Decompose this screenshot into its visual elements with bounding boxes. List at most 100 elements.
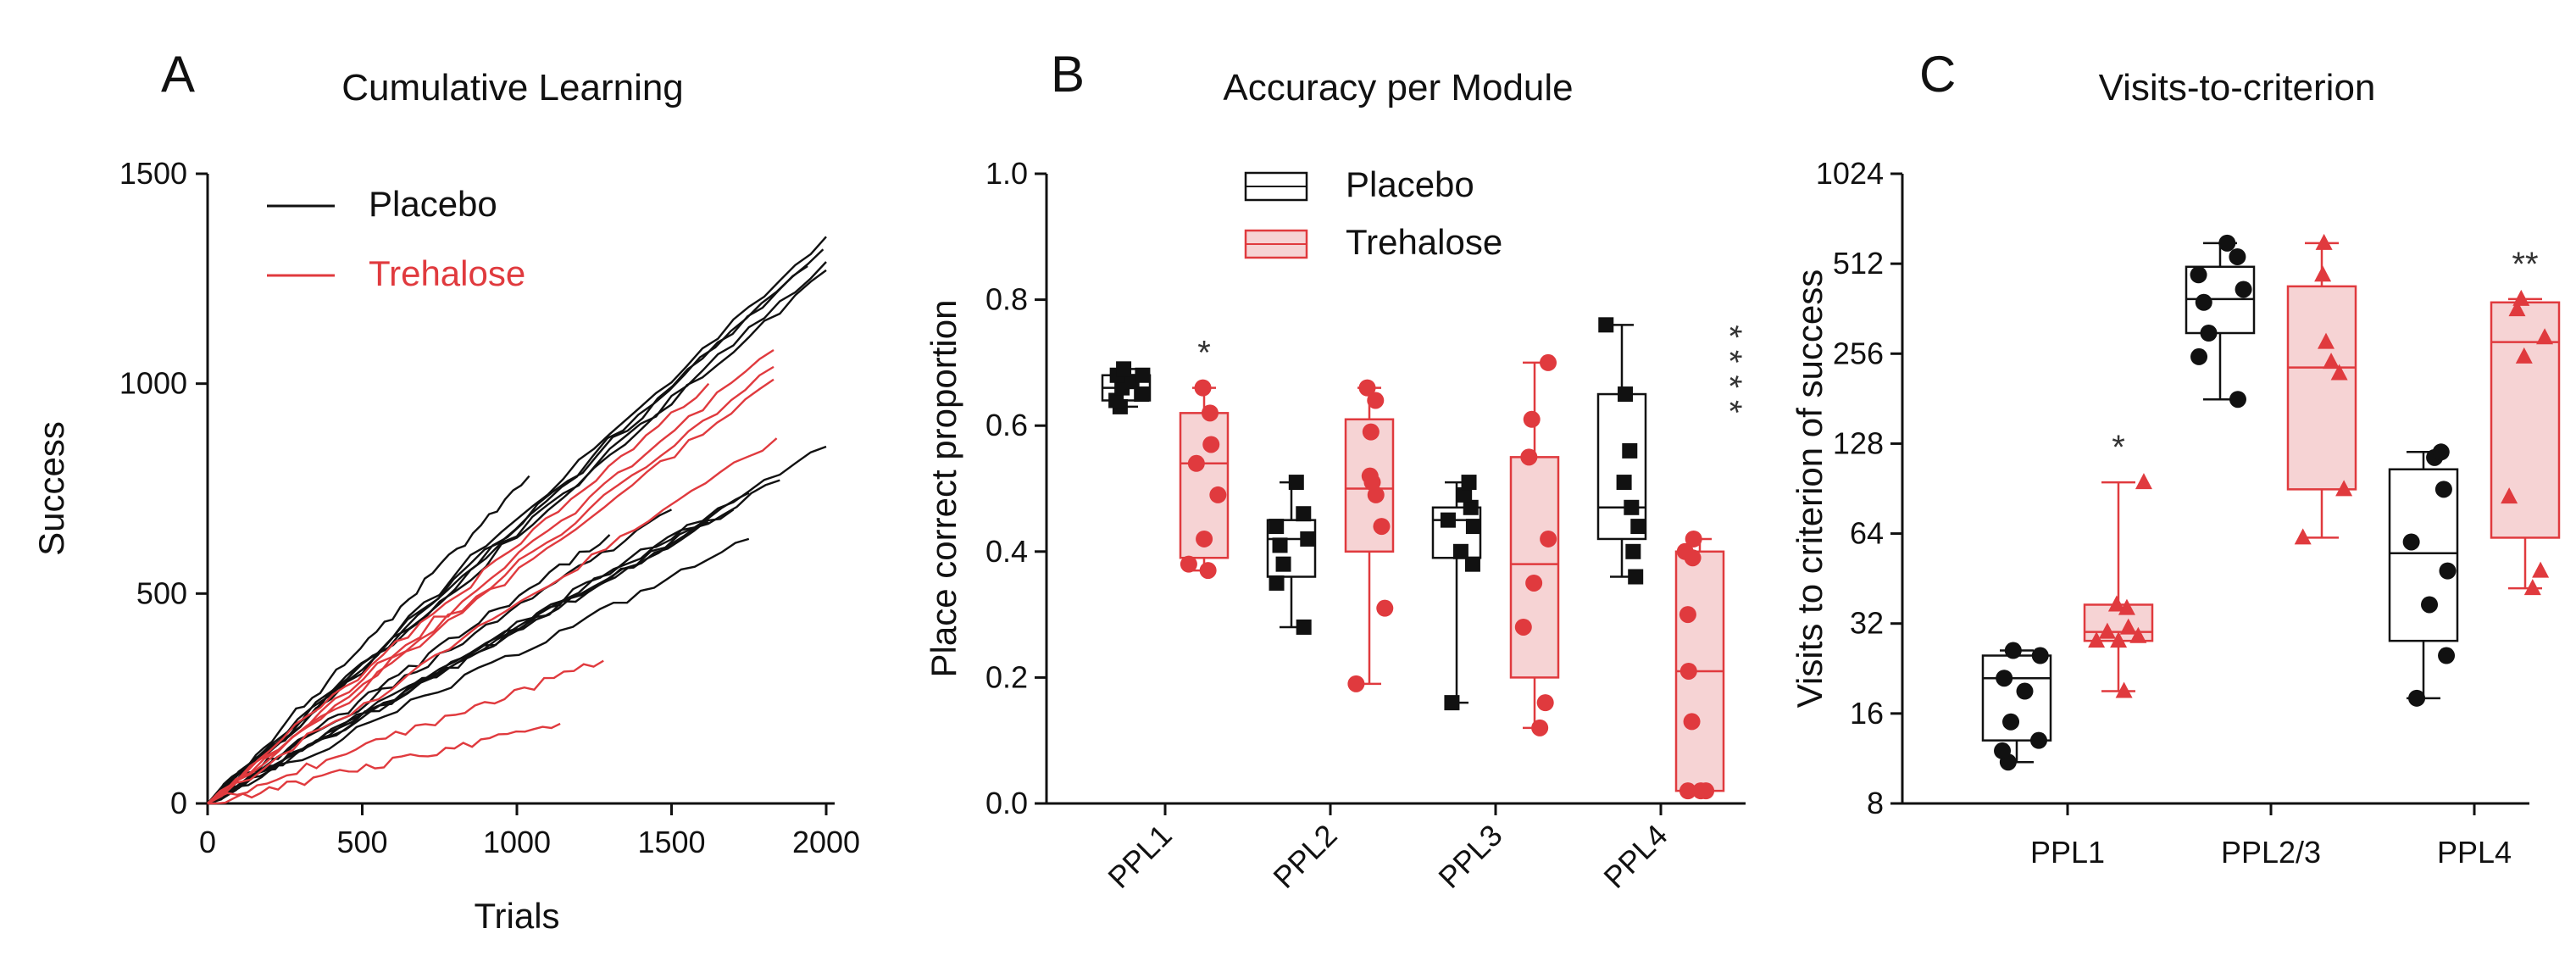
panel-c-point [2229,247,2246,265]
panel-c-letter: C [1919,46,1956,103]
panel-a-y-tick-label: 1500 [119,156,187,191]
panel-a-series-line-trehalose [207,348,774,804]
panel-c-title: Visits-to-criterion [2099,67,2376,108]
panel-b-x-tick-label: PPL3 [1431,818,1508,895]
panel-a-series-line-placebo [207,261,827,804]
panel-c-point [2523,579,2541,596]
panel-b-point [1525,574,1543,592]
panel-a-series-line-placebo [207,475,530,804]
panel-b-point [1199,562,1217,580]
panel-c-point [2536,328,2554,345]
panel-a-x-tick-label: 500 [336,825,387,859]
panel-c-point [2432,443,2450,461]
panel-b-point [1461,475,1477,491]
panel-b-point [1108,392,1124,409]
panel-b-y-tick-label: 0.6 [985,408,1028,442]
panel-b-point [1358,379,1376,397]
panel-b-point [1288,475,1304,491]
panel-a-x-tick-label: 2000 [792,825,860,859]
panel-c-point [2030,731,2048,749]
panel-c-point [1996,670,2013,687]
panel-b-point [1464,556,1480,572]
panel-b-point [1367,392,1385,409]
panel-a-series-line-trehalose [207,378,774,805]
panel-c-point [2402,533,2420,551]
panel-a-series-line-trehalose [207,722,561,805]
panel-b-point [1540,530,1557,547]
panel-b-point [1531,719,1549,736]
panel-a-series-line-trehalose [207,382,710,804]
panel-b-letter: B [1051,46,1085,103]
panel-a-y-tick-label: 0 [170,786,187,820]
panel-b-point [1275,556,1291,572]
panel-b-point [1616,475,1632,491]
panel-b-point [1272,537,1288,553]
panel-a-y-tick-label: 1000 [119,366,187,401]
panel-c-point [2129,626,2147,643]
panel-b-title: Accuracy per Module [1223,67,1573,108]
panel-b-point [1376,599,1394,617]
panel-c-point [2323,353,2340,370]
panel-b-legend-label: Placebo [1346,164,1474,204]
panel-b-point [1679,782,1696,800]
panel-a-series-line-placebo [207,236,827,805]
panel-b-point [1457,486,1473,503]
panel-c-point [2438,647,2456,664]
panel-a-series-line-trehalose [207,659,604,805]
panel-c-point [2135,473,2152,490]
panel-c-point [2115,681,2133,698]
panel-c-point [2408,689,2426,707]
panel-b-point [1116,361,1132,377]
panel-a-y-tick-label: 500 [136,575,187,610]
panel-c-point [2294,528,2312,545]
panel-c-point [2335,480,2353,497]
panel-b-point [1536,694,1554,712]
panel-a-x-tick-label: 1000 [483,825,551,859]
panel-a-series-line-placebo [207,537,750,805]
panel-b-point [1618,386,1634,403]
panel-c-y-tick-label: 64 [1850,516,1884,551]
panel-b-point [1300,531,1316,547]
panel-b-point [1624,499,1640,515]
panel-b-point [1440,512,1456,528]
panel-c-point [2235,281,2252,298]
panel-c-point [2439,562,2457,580]
panel-a-series-line-trehalose [207,437,778,805]
panel-c-y-tick-label: 8 [1867,786,1884,820]
panel-c-y-tick-label: 128 [1833,425,1884,460]
panel-a-title: Cumulative Learning [341,67,684,108]
panel-b-point [1180,555,1197,573]
panel-b-point [1463,499,1479,515]
panel-c-point [2200,324,2218,342]
panel-b-point [1196,530,1213,547]
panel-c-y-tick-label: 16 [1850,696,1884,731]
panel-c-point [1994,742,2012,759]
panel-b-point [1201,404,1219,422]
panel-c-point [2190,266,2207,284]
panel-c-point [2508,300,2526,317]
panel-b-point [1523,410,1541,428]
panel-b-point [1135,367,1151,383]
panel-b-point [1269,519,1285,535]
panel-b-y-tick-label: 1.0 [985,156,1028,191]
panel-b-point [1134,386,1150,403]
panel-b-point [1202,436,1220,453]
panel-c-point [2421,596,2439,614]
panel-a-y-label: Success [31,421,71,556]
panel-b-point [1625,543,1641,559]
panel-b-y-tick-label: 0.0 [985,786,1028,820]
panel-b-point [1361,467,1379,485]
panel-b-point [1540,353,1557,371]
panel-c-point [2119,618,2137,635]
panel-c-x-tick-label: PPL2/3 [2221,835,2321,870]
panel-b-point [1514,618,1532,636]
panel-a-x-tick-label: 0 [199,825,216,859]
panel-b-x-tick-label: PPL2 [1266,818,1343,895]
panel-a-legend-label: Trehalose [369,253,525,293]
panel-b-x-tick-label: PPL4 [1596,818,1674,895]
panel-b-point [1187,454,1205,472]
panel-c-point [2434,481,2452,498]
panel-a-letter: A [161,46,195,103]
panel-b-point [1685,530,1702,547]
